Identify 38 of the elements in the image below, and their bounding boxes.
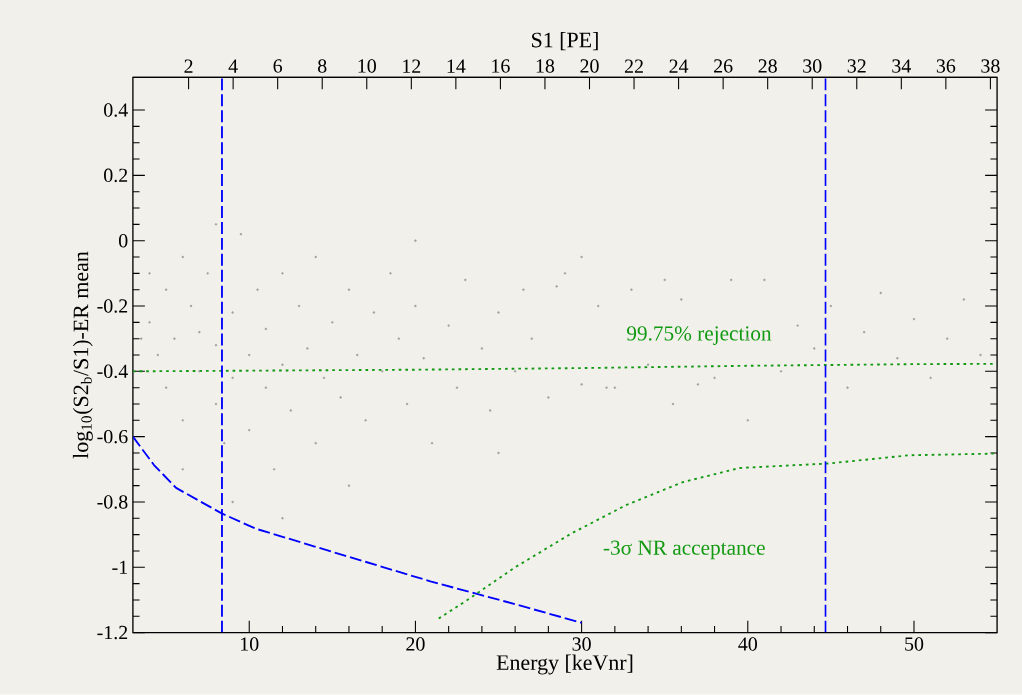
y-tick-label: 0	[118, 234, 128, 248]
series-label: -3σ NR acceptance	[603, 540, 765, 560]
x2-tick-label: 22	[624, 59, 643, 73]
x2-tick-label: 34	[892, 59, 911, 73]
y-tick-label: -0.6	[97, 430, 128, 444]
y-tick-label: 0.2	[104, 168, 128, 183]
x2-tick-label: 4	[228, 59, 238, 73]
y-tick-label: -0.2	[97, 299, 128, 313]
series-label: 99.75% rejection	[627, 326, 772, 346]
x-tick-label: 30	[572, 637, 591, 651]
x2-tick-label: 18	[536, 59, 555, 73]
x2-tick-label: 12	[403, 59, 421, 73]
y-tick-label: -1	[112, 560, 128, 574]
x2-tick-label: 32	[847, 59, 866, 73]
x2-tick-label: 14	[447, 59, 466, 73]
x2-tick-label: 36	[936, 59, 956, 73]
x-tick-label: 40	[738, 637, 758, 651]
x2-tick-label: 16	[492, 59, 510, 73]
x-axis-title: Energy [keVnr]	[496, 654, 633, 675]
x2-tick-label: 2	[184, 59, 193, 73]
y-tick-label: -1.2	[97, 625, 128, 640]
x2-tick-label: 30	[803, 59, 822, 73]
y-axis-title: log$_{10}$(S2$_{b}$/S1)-ER mean	[72, 251, 93, 459]
x2-tick-label: 20	[580, 59, 599, 73]
y-tick-label: -0.4	[97, 364, 128, 379]
x-tick-label: 20	[406, 637, 425, 651]
x2-tick-label: 8	[317, 59, 327, 73]
x2-tick-label: 26	[714, 59, 733, 73]
x-tick-label: 50	[905, 637, 924, 651]
x2-tick-label: 6	[273, 59, 283, 73]
y-tick-label: -0.8	[97, 495, 128, 509]
y-tick-label: 0.4	[104, 103, 128, 117]
x2-axis-title: S1 [PE]	[532, 32, 598, 51]
x2-tick-label: 10	[358, 59, 376, 73]
x2-tick-label: 28	[758, 59, 777, 73]
x2-tick-label: 24	[669, 59, 689, 73]
x-tick-label: 10	[241, 637, 259, 651]
x2-tick-label: 38	[981, 59, 1000, 73]
